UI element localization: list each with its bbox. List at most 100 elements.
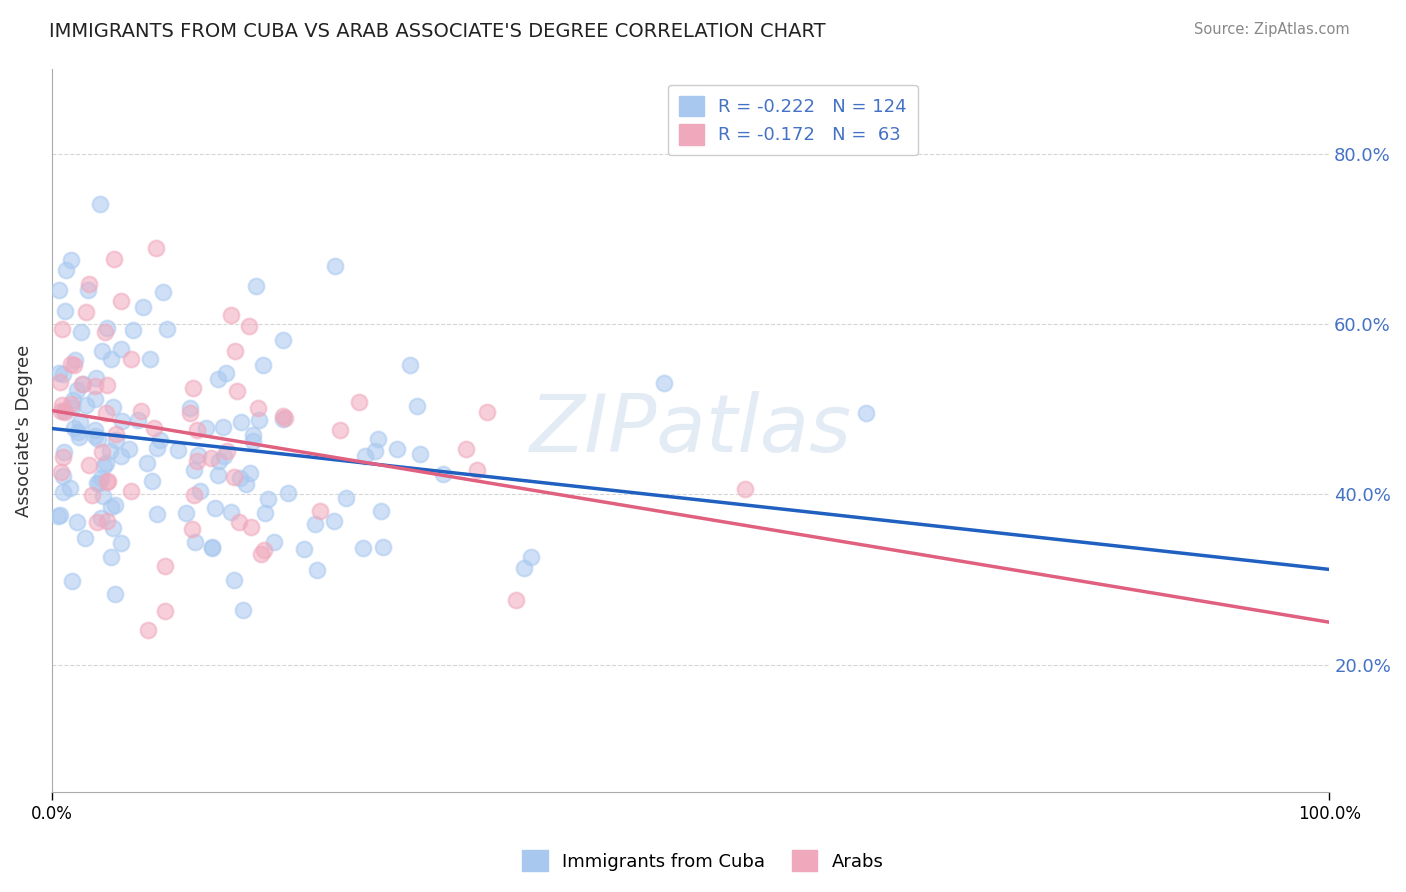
Point xyxy=(309,504,332,518)
Point xyxy=(215,444,238,458)
Point xyxy=(101,401,124,415)
Point xyxy=(77,284,100,298)
Point xyxy=(219,308,242,322)
Legend: Immigrants from Cuba, Arabs: Immigrants from Cuba, Arabs xyxy=(515,843,891,879)
Point xyxy=(263,535,285,549)
Point xyxy=(253,543,276,558)
Point xyxy=(239,466,262,480)
Point xyxy=(325,260,347,274)
Point xyxy=(62,420,84,434)
Point xyxy=(347,395,370,409)
Point xyxy=(52,484,75,499)
Point xyxy=(122,322,145,336)
Point xyxy=(214,366,236,380)
Point xyxy=(186,423,208,437)
Point xyxy=(118,442,141,456)
Point xyxy=(89,197,111,211)
Point xyxy=(80,488,103,502)
Point xyxy=(66,516,89,530)
Point xyxy=(322,514,344,528)
Point xyxy=(181,522,204,536)
Point xyxy=(51,398,73,412)
Point xyxy=(60,400,83,414)
Point xyxy=(89,476,111,491)
Point xyxy=(127,413,149,427)
Point xyxy=(62,392,84,407)
Point xyxy=(224,344,246,359)
Point xyxy=(235,477,257,491)
Point xyxy=(142,421,165,435)
Point xyxy=(247,412,270,426)
Point xyxy=(120,351,142,366)
Point xyxy=(176,506,198,520)
Point xyxy=(155,604,177,618)
Point xyxy=(77,458,100,472)
Point xyxy=(129,403,152,417)
Point xyxy=(51,367,73,381)
Point xyxy=(242,428,264,442)
Point xyxy=(204,501,226,516)
Point xyxy=(104,587,127,601)
Point xyxy=(152,285,174,300)
Point xyxy=(103,252,125,267)
Point xyxy=(84,370,107,384)
Point xyxy=(181,381,204,395)
Point xyxy=(96,475,118,490)
Point xyxy=(67,430,90,444)
Point xyxy=(304,516,326,531)
Point xyxy=(149,433,172,447)
Point xyxy=(139,351,162,366)
Point xyxy=(292,541,315,556)
Point xyxy=(48,283,70,297)
Point xyxy=(86,475,108,490)
Point xyxy=(335,491,357,505)
Point xyxy=(52,445,75,459)
Point xyxy=(136,456,159,470)
Point xyxy=(46,508,69,523)
Point xyxy=(212,449,235,463)
Point xyxy=(60,357,83,371)
Point xyxy=(69,416,91,430)
Point xyxy=(49,466,72,480)
Point xyxy=(120,483,142,498)
Point xyxy=(90,445,112,459)
Point xyxy=(87,432,110,446)
Point xyxy=(90,471,112,485)
Point xyxy=(59,253,82,268)
Point xyxy=(409,447,432,461)
Point xyxy=(224,469,246,483)
Point xyxy=(271,412,294,426)
Point xyxy=(307,562,329,576)
Point xyxy=(245,278,267,293)
Point xyxy=(513,561,536,575)
Point xyxy=(49,508,72,523)
Point xyxy=(53,303,76,318)
Point xyxy=(370,503,392,517)
Point xyxy=(72,376,94,391)
Point xyxy=(94,456,117,470)
Point xyxy=(212,419,235,434)
Point xyxy=(111,413,134,427)
Point xyxy=(96,321,118,335)
Point xyxy=(734,482,756,496)
Point xyxy=(48,366,70,380)
Point xyxy=(91,343,114,358)
Point xyxy=(238,318,260,333)
Point xyxy=(98,443,121,458)
Point xyxy=(352,541,374,555)
Point xyxy=(505,593,527,607)
Point xyxy=(104,498,127,512)
Point xyxy=(83,392,105,407)
Point xyxy=(201,541,224,555)
Point xyxy=(52,468,75,483)
Point xyxy=(52,450,75,464)
Point xyxy=(253,506,276,520)
Point xyxy=(75,398,97,412)
Point xyxy=(207,467,229,482)
Point xyxy=(53,405,76,419)
Point xyxy=(207,372,229,386)
Point xyxy=(195,421,218,435)
Point xyxy=(131,300,153,314)
Point xyxy=(187,448,209,462)
Point xyxy=(66,383,89,397)
